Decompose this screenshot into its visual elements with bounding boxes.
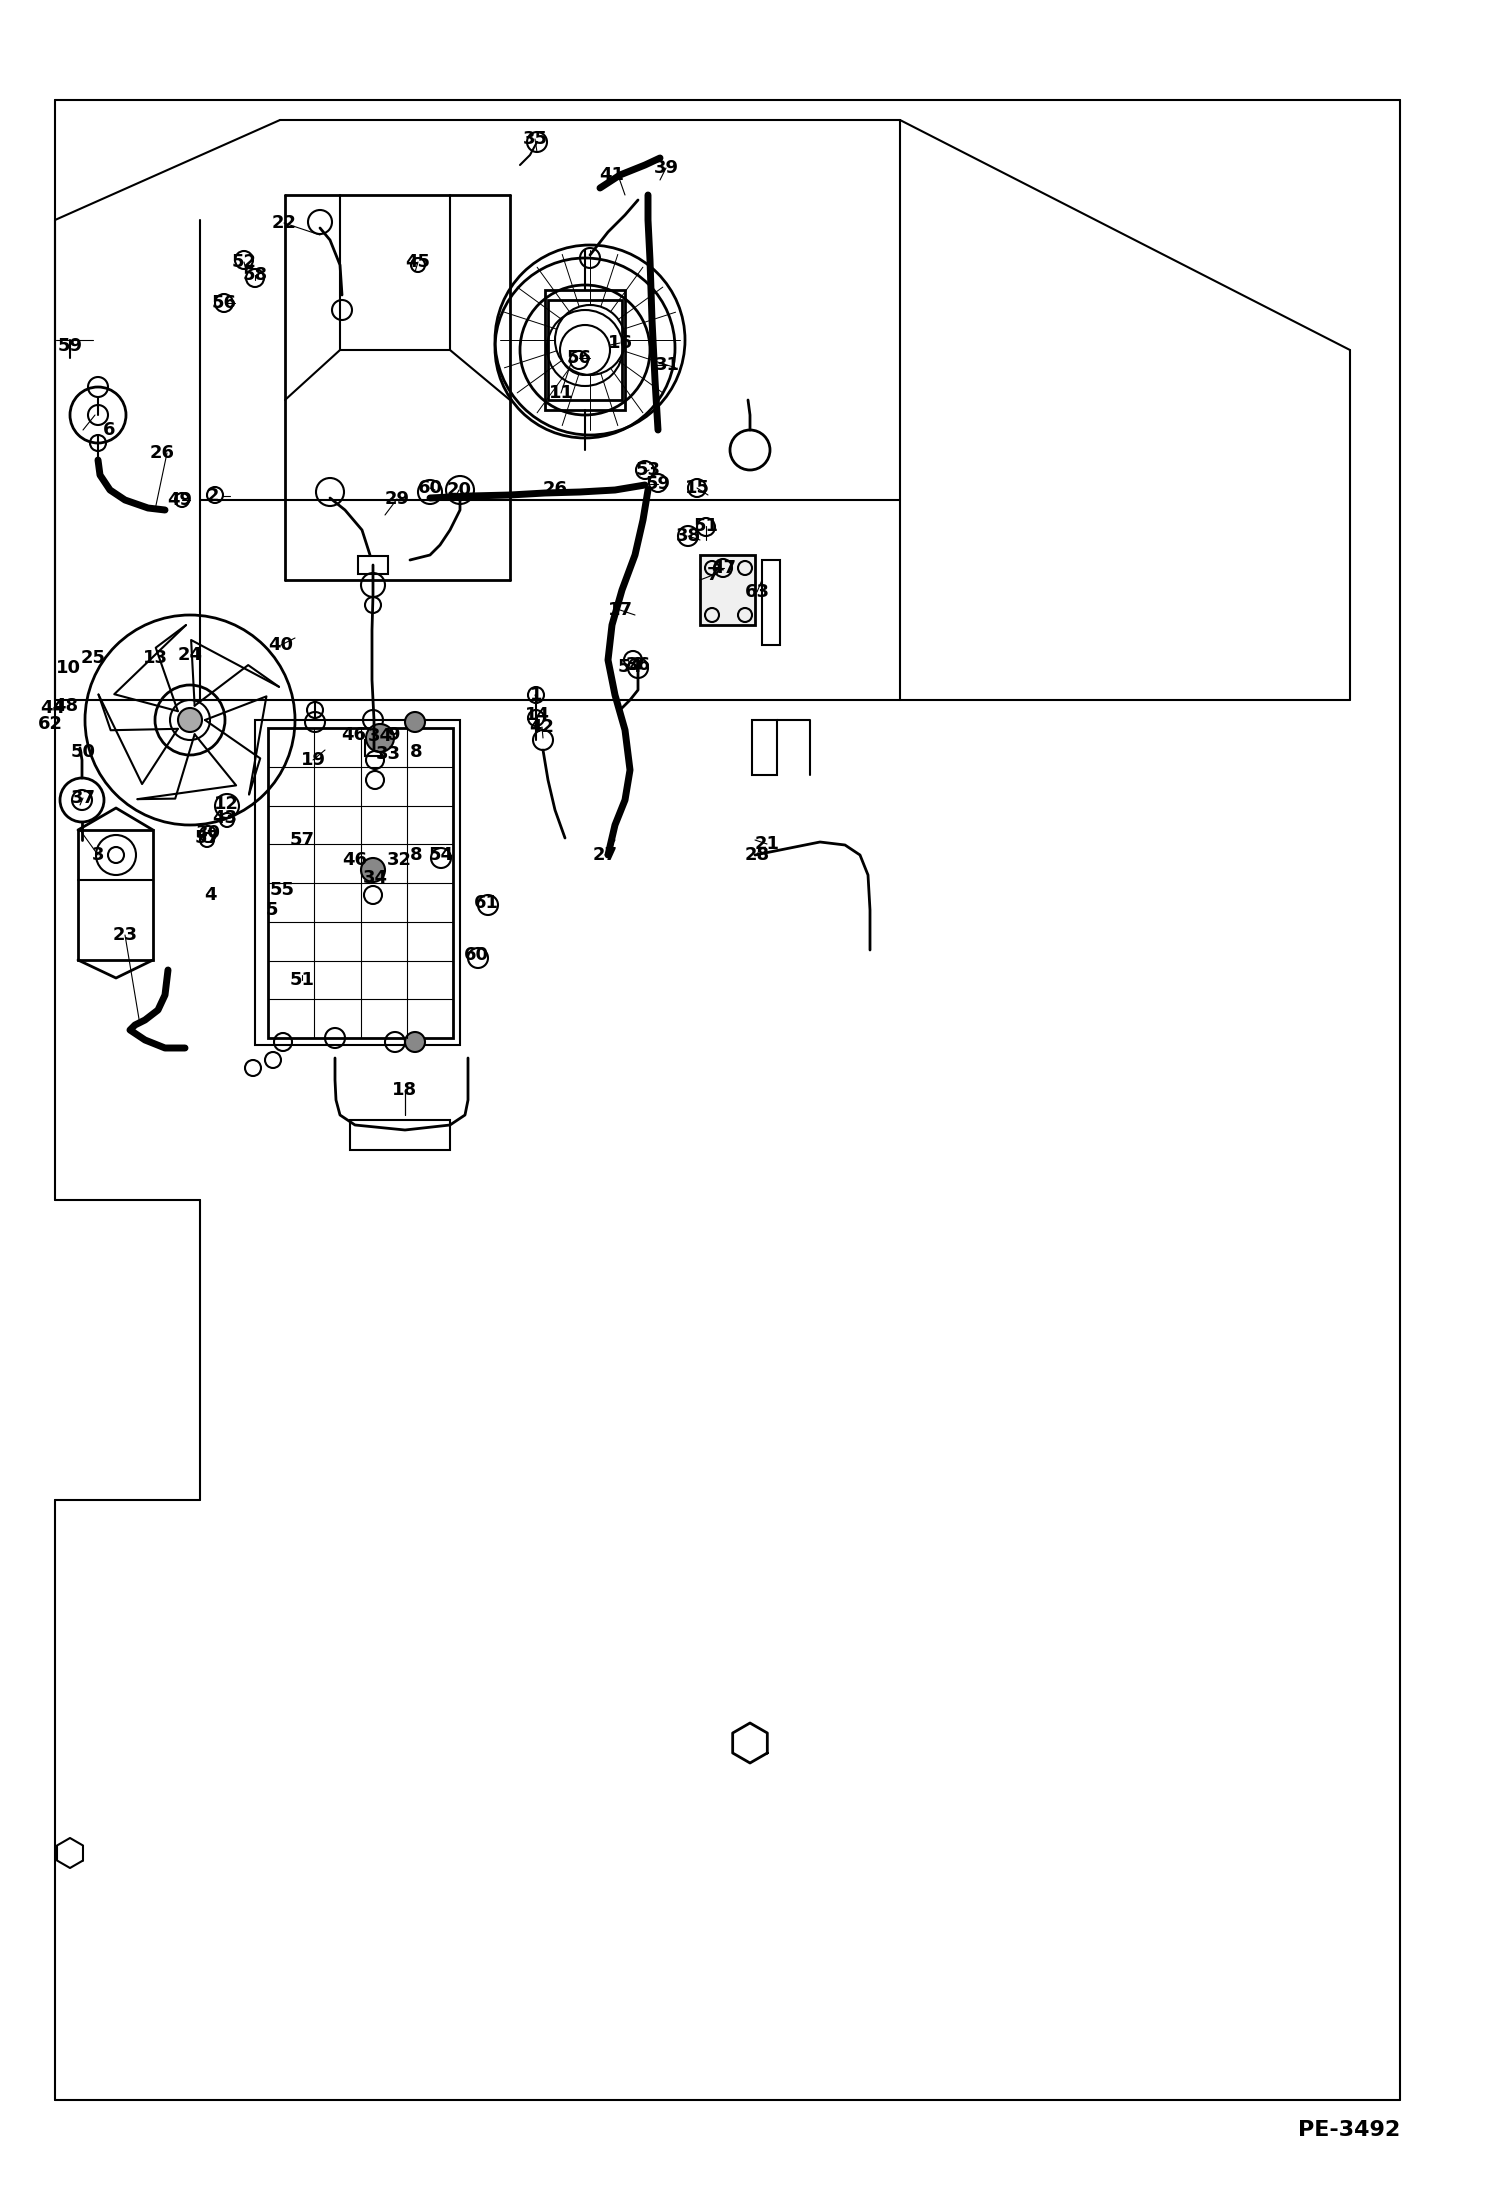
Bar [358,557,388,575]
Text: 52: 52 [232,252,256,272]
Text: 60: 60 [463,945,488,965]
Text: 29: 29 [385,489,409,509]
Bar [268,728,452,1037]
Text: 49: 49 [168,491,193,509]
Text: 16: 16 [608,333,632,353]
Text: 39: 39 [653,160,679,178]
Text: 55: 55 [270,882,295,899]
Text: 33: 33 [376,746,400,763]
Text: 42: 42 [529,717,554,737]
Text: 27: 27 [593,846,617,864]
Text: 43: 43 [213,809,238,827]
Text: 50: 50 [70,743,96,761]
Text: 61: 61 [473,895,499,912]
Text: 21: 21 [755,836,779,853]
Text: 32: 32 [386,851,412,868]
Text: 17: 17 [608,601,632,618]
Text: 57: 57 [195,829,220,846]
Text: 30: 30 [196,825,220,842]
Circle shape [404,1033,425,1053]
Text: 24: 24 [177,647,202,664]
Text: 58: 58 [243,265,268,285]
Text: 56: 56 [566,349,592,366]
Bar [752,719,777,774]
Text: 46: 46 [342,726,367,743]
Text: 4: 4 [204,886,216,904]
Text: 38: 38 [676,526,701,546]
Text: 47: 47 [712,559,737,577]
Bar [548,300,622,399]
Text: 62: 62 [37,715,63,732]
Text: 9: 9 [386,726,400,743]
Text: 59: 59 [646,476,671,493]
Text: 41: 41 [599,167,625,184]
Text: 20: 20 [446,480,472,500]
Text: 19: 19 [301,750,325,770]
Text: 26: 26 [542,480,568,498]
Text: 18: 18 [392,1081,418,1099]
Text: 59: 59 [57,338,82,355]
Text: 6: 6 [103,421,115,439]
Text: 36: 36 [626,656,650,673]
Bar [700,555,755,625]
Text: 26: 26 [150,443,174,463]
Text: 13: 13 [142,649,168,667]
Text: 46: 46 [343,851,367,868]
Text: 45: 45 [406,252,430,272]
Bar [255,719,460,1046]
Text: 48: 48 [54,697,78,715]
Text: 25: 25 [81,649,105,667]
Text: 12: 12 [214,796,238,814]
Text: 53: 53 [635,461,661,478]
Circle shape [366,724,394,752]
Text: 34: 34 [363,868,388,886]
Text: 60: 60 [418,478,442,498]
Text: 15: 15 [685,478,710,498]
Text: 31: 31 [655,355,680,375]
Text: 35: 35 [523,129,547,147]
Bar [351,1121,449,1149]
Text: 54: 54 [617,658,643,675]
Text: 22: 22 [271,215,297,232]
Text: 1: 1 [530,686,542,704]
Text: 8: 8 [409,743,422,761]
Bar [78,829,153,961]
Text: 44: 44 [40,700,66,717]
Text: PE-3492: PE-3492 [1297,2121,1401,2140]
Bar [545,289,625,410]
Text: 3: 3 [91,846,105,864]
Text: 40: 40 [268,636,294,654]
Text: 54: 54 [428,846,454,864]
Text: 5: 5 [265,901,279,919]
Text: 23: 23 [112,925,138,943]
Text: 14: 14 [524,706,550,724]
Circle shape [178,708,202,732]
Text: 11: 11 [548,384,574,401]
Circle shape [404,713,425,732]
Text: 57: 57 [289,831,315,849]
Text: 7: 7 [707,566,719,583]
Text: 63: 63 [745,583,770,601]
Bar [366,739,380,757]
Text: 28: 28 [745,846,770,864]
Text: 37: 37 [70,789,96,807]
Text: 51: 51 [289,971,315,989]
Circle shape [361,857,385,882]
Text: 10: 10 [55,660,81,678]
Text: 51: 51 [694,518,719,535]
Text: 56: 56 [211,294,237,311]
Bar [762,559,780,645]
Text: 2: 2 [207,487,219,504]
Text: 34: 34 [367,728,392,746]
Text: 8: 8 [409,846,422,864]
